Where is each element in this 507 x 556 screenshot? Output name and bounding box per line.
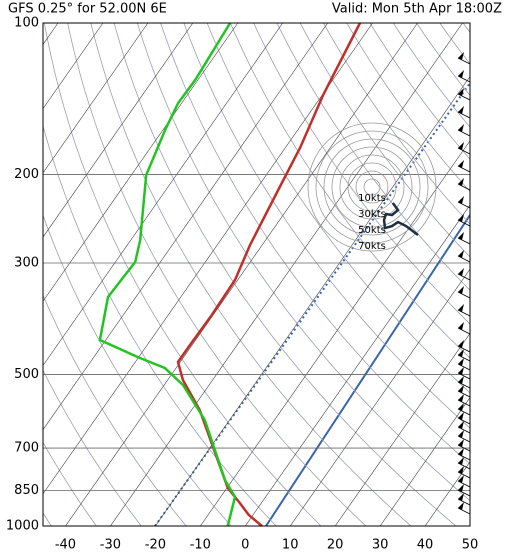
chart-title: GFS 0.25° for 52.00N 6E — [8, 2, 167, 17]
y-tick-label: 500 — [14, 367, 39, 382]
x-tick-label: 30 — [372, 538, 389, 553]
hodograph-line — [384, 203, 418, 235]
y-tick-label: 100 — [14, 16, 39, 31]
dry-adiabat — [137, 23, 500, 526]
isotherm — [0, 23, 283, 526]
x-tick-label: 20 — [327, 538, 344, 553]
isotherm — [380, 23, 507, 526]
dry-adiabat — [277, 23, 507, 526]
dry-adiabat — [440, 23, 507, 526]
y-tick-label: 200 — [14, 167, 39, 182]
ring-label: 30kts — [358, 209, 386, 220]
isotherm — [21, 23, 373, 526]
isotherm — [0, 23, 13, 526]
hodograph-ring — [324, 139, 420, 235]
x-tick-label: 0 — [241, 538, 249, 553]
x-tick-label: -30 — [100, 538, 121, 553]
plot-frame — [43, 23, 470, 526]
ring-label: 10kts — [358, 193, 386, 204]
dry-adiabat — [230, 23, 507, 526]
y-tick-label: 1000 — [6, 519, 39, 534]
x-tick-label: 50 — [462, 538, 479, 553]
foreground: -40 -30 -20 -10 0 10 20 30 40 50 100 200 300 500 700 85… — [6, 16, 478, 553]
x-tick-label: 40 — [417, 538, 434, 553]
dry-adiabat — [393, 23, 507, 526]
dry-adiabat — [486, 23, 507, 526]
x-tick-label: -40 — [55, 538, 76, 553]
isotherm — [470, 23, 507, 526]
y-tick-label: 700 — [14, 441, 39, 456]
chart-subtitle: Valid: Mon 5th Apr 18:00Z — [332, 2, 502, 17]
dry-adiabat — [324, 23, 507, 526]
profile-line — [100, 23, 235, 526]
ring-label: 50kts — [358, 225, 386, 236]
dry-adiabat — [347, 23, 507, 526]
x-tick-label: 10 — [282, 538, 299, 553]
x-tick-label: -10 — [190, 538, 211, 553]
background-lines — [0, 23, 507, 526]
mixing-line — [155, 83, 470, 526]
y-tick-label: 300 — [14, 255, 39, 270]
ring-label: 70kts — [358, 241, 386, 252]
isotherm — [110, 23, 462, 526]
y-tick-label: 850 — [14, 483, 39, 498]
dry-adiabat — [114, 23, 456, 526]
x-tick-label: -20 — [145, 538, 166, 553]
